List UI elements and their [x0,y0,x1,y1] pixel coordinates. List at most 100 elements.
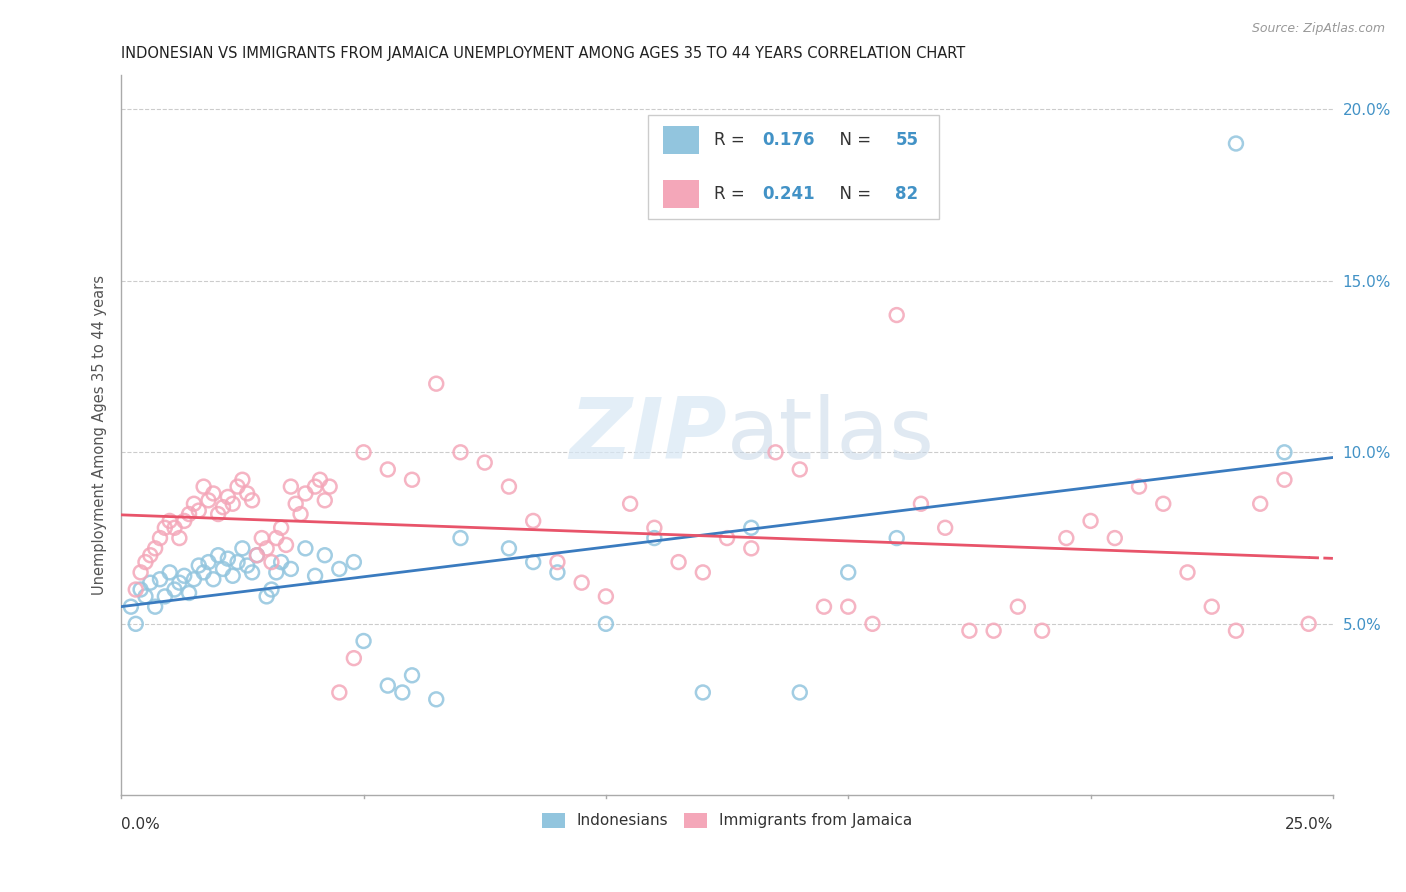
Point [177,507,200,521]
Point [284,497,307,511]
Point [134,555,156,569]
Point [318,480,340,494]
Point [740,521,762,535]
Point [226,480,249,494]
Text: 0.241: 0.241 [762,186,815,203]
Point [134,590,156,604]
Point [1274,473,1296,487]
Point [159,514,181,528]
Bar [662,180,699,208]
Point [129,582,152,597]
Point [246,548,269,562]
Point [692,685,714,699]
Point [1201,599,1223,614]
Point [240,566,263,580]
Point [294,541,316,556]
Point [1007,599,1029,614]
Point [353,445,375,459]
Point [1031,624,1053,638]
Point [571,575,593,590]
Text: INDONESIAN VS IMMIGRANTS FROM JAMAICA UNEMPLOYMENT AMONG AGES 35 TO 44 YEARS COR: INDONESIAN VS IMMIGRANTS FROM JAMAICA UN… [121,46,966,62]
Point [139,548,162,562]
Point [207,507,229,521]
Text: N =: N = [830,131,876,149]
Point [595,616,617,631]
Point [1080,514,1102,528]
Point [149,531,172,545]
Text: 25.0%: 25.0% [1285,817,1333,832]
Point [450,445,472,459]
Point [474,456,496,470]
Point [1054,531,1077,545]
Point [149,572,172,586]
Point [1225,136,1247,151]
Point [120,599,142,614]
Point [740,541,762,556]
Point [716,531,738,545]
Point [256,541,278,556]
Point [222,497,245,511]
Point [401,668,423,682]
Point [240,493,263,508]
Point [314,548,336,562]
Point [270,555,292,569]
Point [425,692,447,706]
Point [377,462,399,476]
Point [789,685,811,699]
Point [183,497,205,511]
Point [498,480,520,494]
Point [1249,497,1271,511]
Point [169,531,191,545]
Point [125,582,148,597]
Point [187,558,209,573]
Point [173,569,195,583]
Point [231,541,253,556]
Text: 0.176: 0.176 [762,131,814,149]
Point [260,582,283,597]
Point [425,376,447,391]
Point [193,566,215,580]
Point [187,503,209,517]
Text: N =: N = [830,186,876,203]
Point [294,486,316,500]
Point [212,500,235,515]
Point [143,541,166,556]
Point [202,486,225,500]
Legend: Indonesians, Immigrants from Jamaica: Indonesians, Immigrants from Jamaica [536,807,918,835]
FancyBboxPatch shape [648,114,939,219]
Text: R =: R = [714,131,749,149]
Point [983,624,1005,638]
Point [595,590,617,604]
Point [1298,616,1320,631]
Point [173,514,195,528]
Point [546,555,568,569]
Point [1104,531,1126,545]
Point [1128,480,1150,494]
Point [837,566,859,580]
Point [619,497,641,511]
Point [1152,497,1174,511]
Point [183,572,205,586]
Point [343,555,366,569]
Point [202,572,225,586]
Point [546,566,568,580]
Point [270,521,292,535]
Point [266,531,288,545]
Point [304,480,326,494]
Point [643,531,665,545]
Point [280,480,302,494]
Point [314,493,336,508]
Point [236,486,259,500]
Point [159,566,181,580]
Point [643,521,665,535]
Point [222,569,245,583]
Point [522,555,544,569]
Point [343,651,366,665]
Point [353,634,375,648]
Point [401,473,423,487]
Point [153,521,176,535]
Point [125,616,148,631]
Point [886,531,908,545]
Point [886,308,908,322]
Point [1225,624,1247,638]
